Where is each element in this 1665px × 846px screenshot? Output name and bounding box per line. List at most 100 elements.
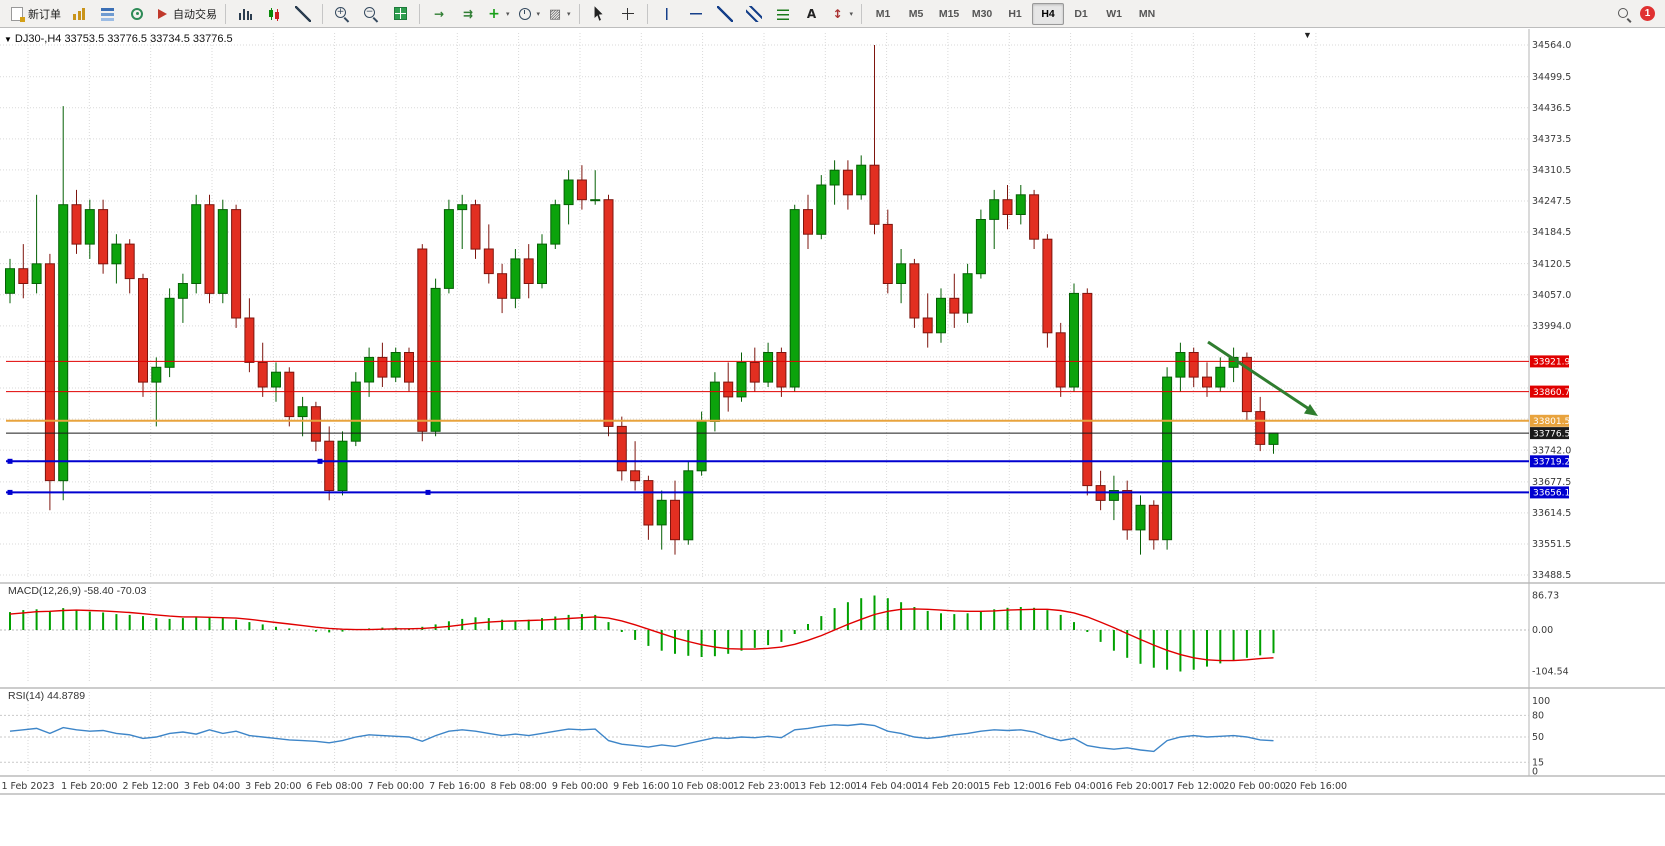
cursor-button[interactable] bbox=[585, 2, 613, 26]
horizontal-line-button[interactable] bbox=[682, 2, 710, 26]
candle-body bbox=[1082, 292, 1093, 487]
new-order-button[interactable]: 新订单 bbox=[6, 2, 64, 26]
periods-button[interactable]: ▾ bbox=[514, 2, 544, 26]
rsi-value: 44.8789 bbox=[47, 690, 86, 702]
candle-body bbox=[284, 371, 295, 418]
price-axis-label: 34057.0 bbox=[1532, 290, 1571, 301]
candle-body bbox=[723, 381, 734, 398]
candle-body bbox=[377, 356, 388, 378]
market-watch-button[interactable] bbox=[65, 2, 93, 26]
time-axis-label: 14 Feb 20:00 bbox=[917, 781, 979, 792]
toolbar-right: 1 bbox=[1616, 6, 1655, 22]
arrows-button[interactable]: ▾ bbox=[827, 2, 857, 26]
price-axis-label: 33551.5 bbox=[1532, 539, 1571, 550]
candle-body bbox=[31, 263, 42, 284]
candle-body bbox=[271, 371, 281, 388]
rsi-scale: 100 80 50 150 bbox=[1532, 696, 1550, 777]
templates-button[interactable]: ▾ bbox=[544, 2, 574, 26]
candle-body bbox=[1268, 432, 1279, 445]
tile-windows-button[interactable] bbox=[386, 2, 414, 26]
toolbar-separator bbox=[419, 3, 420, 24]
candle-body bbox=[1175, 352, 1186, 378]
search-icon[interactable] bbox=[1616, 6, 1632, 22]
price-axis-label: 33677.5 bbox=[1532, 477, 1571, 488]
arrow-annotation[interactable] bbox=[1207, 340, 1318, 416]
tile-windows-icon bbox=[393, 7, 407, 20]
time-axis-label: 16 Feb 20:00 bbox=[1101, 781, 1163, 792]
channel-button[interactable] bbox=[740, 2, 768, 26]
candle-body bbox=[603, 199, 614, 427]
text-button[interactable] bbox=[798, 2, 826, 26]
navigator-icon bbox=[129, 6, 145, 22]
line-chart-button[interactable] bbox=[289, 2, 317, 26]
timeframe-mn-button[interactable]: MN bbox=[1138, 7, 1156, 20]
candle-body bbox=[58, 204, 69, 482]
candle-body bbox=[5, 268, 15, 294]
panel-borders bbox=[0, 29, 1665, 795]
line-handle[interactable] bbox=[7, 458, 13, 464]
macd-histogram bbox=[9, 595, 1275, 672]
crosshair-icon bbox=[619, 5, 636, 22]
price-axis-label: 34436.5 bbox=[1532, 103, 1571, 114]
navigator-button[interactable] bbox=[123, 2, 151, 26]
macd-signal-line bbox=[9, 608, 1274, 662]
notification-badge[interactable]: 1 bbox=[1640, 6, 1655, 21]
candle-body bbox=[470, 204, 481, 250]
timeframe-h4-button[interactable]: H4 bbox=[1032, 2, 1065, 25]
price-badge bbox=[1530, 385, 1569, 398]
timeframe-w1-button[interactable]: W1 bbox=[1106, 7, 1122, 20]
timeframe-m5-button[interactable]: M5 bbox=[908, 7, 924, 20]
chart-shift-button[interactable] bbox=[454, 2, 482, 26]
indicators-button[interactable]: ▾ bbox=[483, 2, 513, 26]
candlestick-chart-button[interactable] bbox=[260, 2, 288, 26]
vertical-line-button[interactable] bbox=[653, 2, 681, 26]
zoom-out-button[interactable] bbox=[357, 2, 385, 26]
arrows-icon bbox=[830, 6, 846, 22]
candle-body bbox=[151, 366, 162, 383]
auto-scroll-button[interactable] bbox=[425, 2, 453, 26]
svg-text:33801.5: 33801.5 bbox=[1533, 417, 1570, 427]
chart-shift-marker[interactable]: ▼ bbox=[1303, 30, 1312, 40]
trendline-button[interactable] bbox=[711, 2, 739, 26]
candle-body bbox=[443, 209, 454, 289]
candle-body bbox=[231, 209, 242, 319]
candle-body bbox=[177, 283, 188, 299]
zoom-in-button[interactable] bbox=[328, 2, 356, 26]
candle-body bbox=[643, 480, 654, 526]
svg-text:33719.2: 33719.2 bbox=[1533, 458, 1570, 468]
candle-body bbox=[1015, 194, 1026, 216]
data-window-button[interactable] bbox=[94, 2, 122, 26]
timeframe-h1-button[interactable]: H1 bbox=[1008, 7, 1022, 20]
timeframe-m1-button[interactable]: M1 bbox=[875, 7, 891, 20]
timeframe-m30-button[interactable]: M30 bbox=[971, 7, 993, 20]
candle-body bbox=[337, 440, 348, 492]
toolbar-separator bbox=[578, 3, 580, 24]
autotrading-button[interactable]: 自动交易 bbox=[152, 2, 220, 26]
line-handle[interactable] bbox=[317, 458, 323, 464]
candle-body bbox=[457, 204, 468, 211]
candle-body bbox=[1042, 238, 1053, 334]
line-handle[interactable] bbox=[425, 489, 431, 495]
candle-body bbox=[1202, 376, 1212, 388]
line-handle[interactable] bbox=[7, 489, 13, 495]
candle-body bbox=[204, 204, 215, 294]
timeframe-m15-button[interactable]: M15 bbox=[938, 7, 960, 20]
time-axis-label: 12 Feb 23:00 bbox=[733, 781, 795, 792]
fibonacci-button[interactable] bbox=[769, 2, 797, 26]
crosshair-button[interactable] bbox=[614, 2, 642, 26]
timeframe-d1-button[interactable]: D1 bbox=[1074, 7, 1088, 20]
bar-chart-button[interactable] bbox=[231, 2, 259, 26]
price-axis-label: 34247.5 bbox=[1532, 196, 1571, 207]
candle-body bbox=[350, 381, 361, 442]
rsi-scale-label: 15 bbox=[1532, 757, 1544, 768]
time-axis-label: 16 Feb 04:00 bbox=[1039, 781, 1101, 792]
candles bbox=[5, 45, 1279, 555]
time-axis-label: 9 Feb 16:00 bbox=[613, 781, 669, 792]
chart-title-text: DJ30-,H4 33753.5 33776.5 33734.5 33776.5 bbox=[14, 33, 233, 45]
candle-body bbox=[164, 297, 175, 368]
dropdown-caret-icon: ▾ bbox=[567, 10, 571, 18]
chart-collapse-icon[interactable]: ▼ bbox=[4, 35, 12, 44]
price-axis-label: 33488.5 bbox=[1532, 570, 1571, 581]
candle-body bbox=[763, 352, 774, 383]
